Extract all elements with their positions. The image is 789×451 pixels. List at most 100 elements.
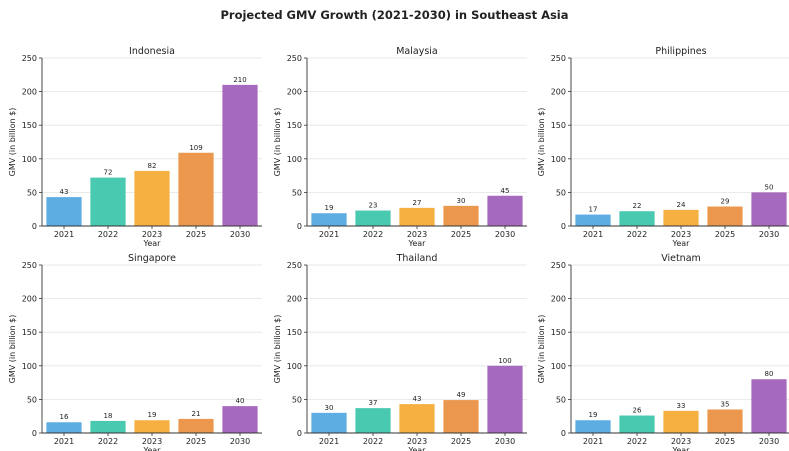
x-tick-label: 2022: [627, 437, 647, 446]
bar-value-label: 16: [60, 413, 69, 421]
bar-value-label: 210: [233, 76, 246, 84]
bar: [222, 406, 258, 433]
bar: [619, 415, 655, 433]
bar: [575, 420, 611, 433]
y-tick-label: 150: [551, 121, 566, 130]
x-tick-label: 2023: [671, 437, 691, 446]
x-tick-label: 2030: [495, 230, 515, 239]
y-tick-label: 250: [22, 261, 37, 270]
x-tick-label: 2025: [715, 230, 735, 239]
y-tick-label: 0: [561, 429, 566, 438]
x-tick-label: 2023: [671, 230, 691, 239]
bar-value-label: 109: [189, 144, 202, 152]
bar: [707, 409, 743, 433]
y-tick-label: 50: [27, 395, 37, 404]
y-tick-label: 50: [27, 188, 37, 197]
x-tick-label: 2030: [759, 230, 779, 239]
bar-value-label: 33: [677, 402, 686, 410]
y-axis-label: GMV (in billion $): [273, 108, 282, 177]
bar: [619, 211, 655, 226]
x-tick-label: 2021: [319, 230, 339, 239]
bar: [443, 400, 479, 433]
y-axis-label: GMV (in billion $): [537, 108, 546, 177]
y-tick-label: 200: [551, 88, 566, 97]
y-axis-label: GMV (in billion $): [8, 315, 17, 384]
subplot-thailand: 0 50 100 150 200 250 30 2021 37 2022 43 2023 49 2025 1…: [273, 253, 527, 451]
bar-value-label: 30: [457, 197, 466, 205]
bar: [46, 422, 82, 433]
x-tick-label: 2021: [583, 230, 603, 239]
x-axis-label: Year: [672, 446, 691, 451]
subplot-title: Singapore: [128, 253, 176, 264]
y-tick-label: 200: [22, 295, 37, 304]
x-tick-label: 2030: [495, 437, 515, 446]
bar-value-label: 18: [104, 412, 113, 420]
x-axis-label: Year: [408, 446, 427, 451]
y-tick-label: 100: [287, 362, 302, 371]
y-tick-label: 100: [287, 155, 302, 164]
y-tick-label: 250: [287, 54, 302, 63]
subplot-title: Thailand: [396, 253, 438, 264]
y-tick-label: 0: [297, 222, 302, 231]
x-tick-label: 2023: [142, 230, 162, 239]
x-tick-label: 2021: [54, 437, 74, 446]
bar: [575, 214, 611, 226]
x-tick-label: 2022: [363, 437, 383, 446]
bar: [663, 410, 699, 433]
bar-value-label: 19: [148, 411, 157, 419]
bar: [222, 84, 258, 226]
figure-title: Projected GMV Growth (2021-2030) in Sout…: [220, 8, 569, 22]
x-tick-label: 2025: [186, 437, 206, 446]
x-axis-label: Year: [672, 239, 691, 248]
bar-value-label: 43: [60, 188, 69, 196]
bar-value-label: 37: [369, 399, 378, 407]
bar-value-label: 82: [148, 162, 157, 170]
bar: [355, 210, 391, 226]
bar: [663, 209, 699, 226]
bar-value-label: 45: [501, 187, 510, 195]
bar: [90, 177, 126, 226]
y-tick-label: 250: [22, 54, 37, 63]
x-tick-label: 2023: [142, 437, 162, 446]
bar: [487, 195, 523, 226]
bar: [134, 170, 170, 226]
x-tick-label: 2030: [759, 437, 779, 446]
y-axis-label: GMV (in billion $): [537, 315, 546, 384]
y-tick-label: 100: [22, 362, 37, 371]
bar: [751, 192, 787, 226]
y-tick-label: 0: [32, 222, 37, 231]
bar: [311, 213, 347, 226]
y-tick-label: 50: [292, 188, 302, 197]
bar-value-label: 19: [589, 411, 598, 419]
bar: [399, 207, 435, 226]
subplot-title: Philippines: [655, 46, 706, 57]
subplot-title: Vietnam: [661, 253, 701, 264]
y-tick-label: 0: [561, 222, 566, 231]
bar-value-label: 29: [721, 198, 730, 206]
bar-value-label: 27: [413, 199, 422, 207]
y-tick-label: 100: [22, 155, 37, 164]
x-tick-label: 2022: [98, 437, 118, 446]
x-tick-label: 2025: [715, 437, 735, 446]
bar: [399, 404, 435, 433]
bar-value-label: 35: [721, 400, 730, 408]
bar: [311, 412, 347, 433]
y-tick-label: 150: [22, 121, 37, 130]
y-tick-label: 50: [556, 188, 566, 197]
y-tick-label: 50: [292, 395, 302, 404]
y-tick-label: 150: [287, 121, 302, 130]
bar: [46, 197, 82, 226]
x-tick-label: 2030: [230, 437, 250, 446]
bar-value-label: 40: [236, 397, 245, 405]
y-tick-label: 0: [32, 429, 37, 438]
bar-value-label: 26: [633, 407, 642, 415]
bar: [443, 205, 479, 226]
y-axis-label: GMV (in billion $): [8, 108, 17, 177]
y-axis-label: GMV (in billion $): [273, 315, 282, 384]
subplot-malaysia: 0 50 100 150 200 250 19 2021 23 2022 27 2023 30 2025 4…: [273, 46, 527, 248]
y-tick-label: 250: [287, 261, 302, 270]
bar-value-label: 21: [192, 410, 201, 418]
y-tick-label: 200: [551, 295, 566, 304]
bar: [487, 365, 523, 433]
